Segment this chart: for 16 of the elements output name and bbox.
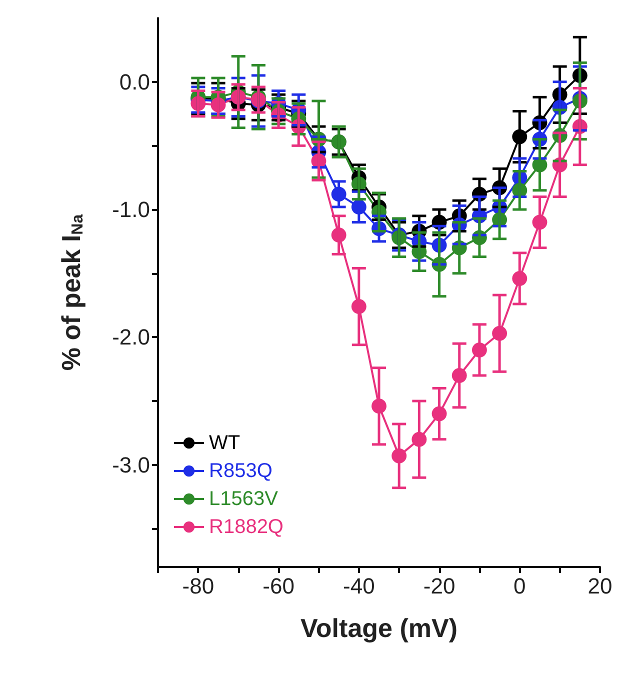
- y-axis-title: % of peak INa: [56, 214, 86, 371]
- x-tick-label: -40: [343, 574, 375, 598]
- x-tick-label: 20: [588, 574, 612, 598]
- x-tick-label: -80: [182, 574, 214, 598]
- y-tick-label: -2.0: [112, 324, 150, 350]
- y-tick-label: 0.0: [119, 69, 150, 94]
- y-tick-label: -3.0: [112, 452, 150, 478]
- legend-label: L1563V: [209, 488, 279, 510]
- x-axis-title: Voltage (mV): [300, 613, 458, 643]
- x-tick-label: 0: [514, 574, 526, 598]
- legend-label: R1882Q: [209, 516, 284, 538]
- x-tick-label: -60: [262, 574, 294, 598]
- legend-label: WT: [209, 432, 240, 454]
- x-tick-label: -20: [423, 574, 456, 598]
- legend-label: R853Q: [209, 460, 272, 482]
- y-tick-label: -1.0: [112, 197, 150, 222]
